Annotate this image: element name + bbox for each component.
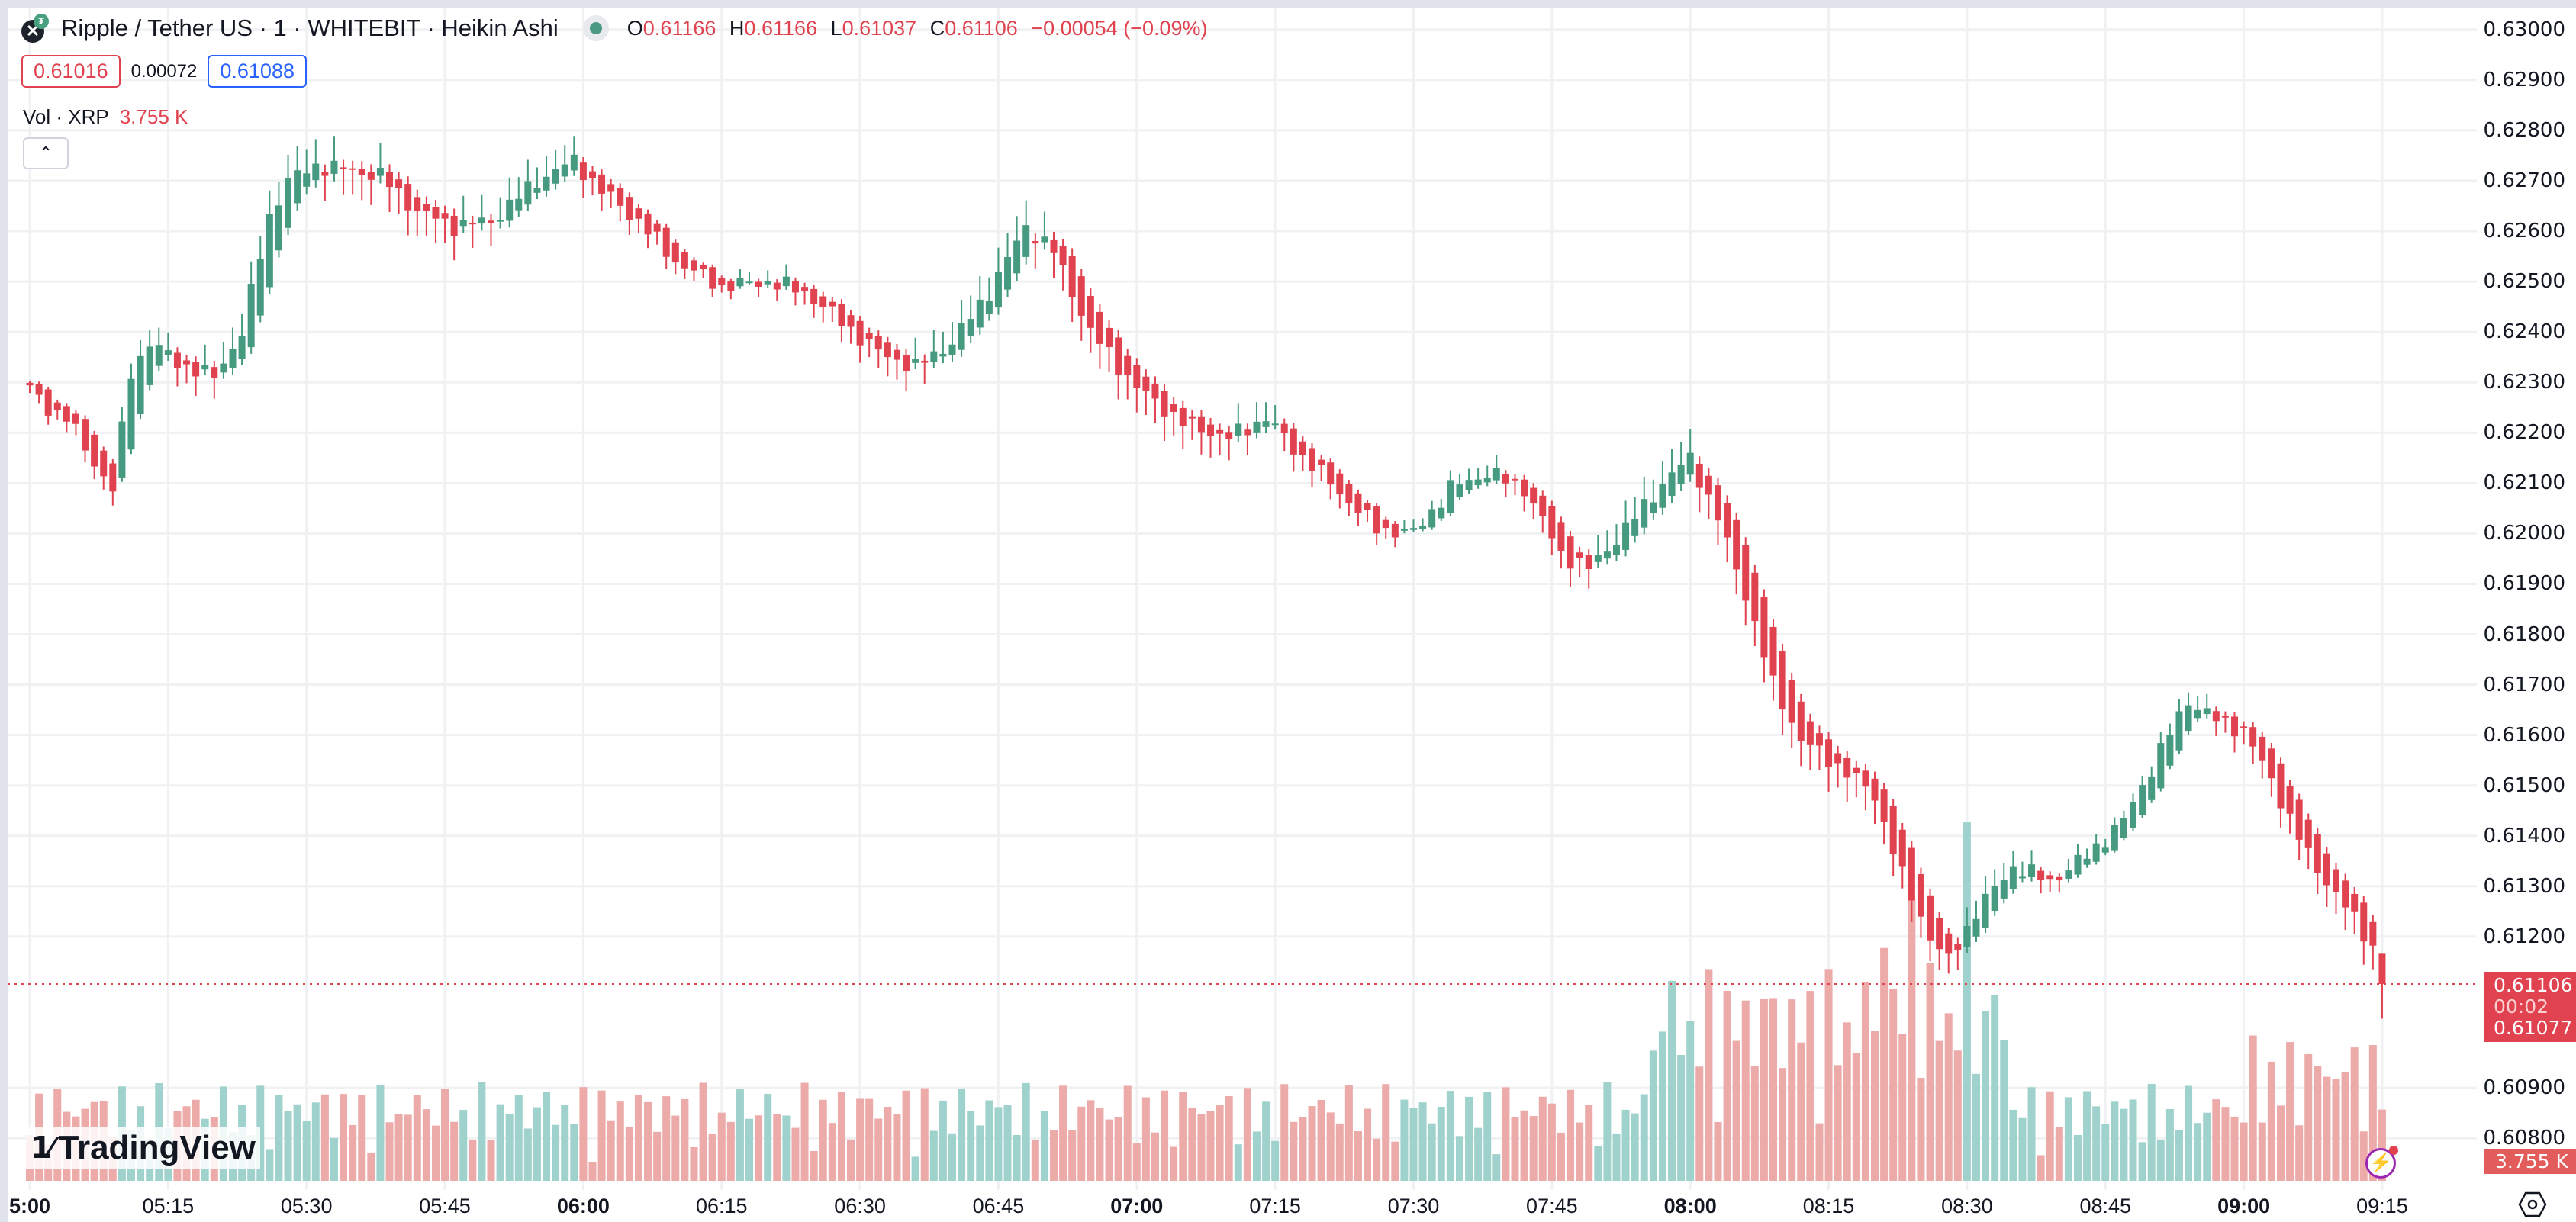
price-axis-label: 0.61600 (2483, 723, 2565, 747)
last-price-badge: 0.61106 00:02 0.61077 (2484, 971, 2576, 1042)
price-axis-label: 0.61900 (2483, 572, 2565, 596)
chart-legend: ✕ ₮ Ripple / Tether US · 1 · WHITEBIT · … (21, 14, 1216, 43)
time-axis-label: 07:30 (1387, 1195, 1440, 1217)
notification-dot (2389, 1146, 2398, 1155)
ohlc-values: O0.61166 H0.61166 L0.61037 C0.61106 −0.0… (627, 17, 1216, 40)
time-axis[interactable]: 5:00 05:15 05:30 05:45 06:00 06:15 06:30 06:45 0… (0, 1190, 2477, 1222)
window-left-border (0, 0, 8, 1222)
volume-value: 3.755 K (119, 105, 188, 128)
time-axis-label: 06:00 (556, 1195, 610, 1217)
time-axis-label: 06:45 (972, 1195, 1025, 1217)
sell-button[interactable]: 0.61016 (21, 55, 121, 88)
time-axis-label: 09:15 (2356, 1195, 2408, 1217)
settings-icon[interactable] (2518, 1191, 2547, 1217)
price-axis-label: 0.61800 (2483, 622, 2565, 646)
high-label: H (729, 16, 745, 40)
price-axis-label: 0.63000 (2483, 18, 2565, 41)
last-price: 0.61106 (2494, 973, 2573, 996)
open-label: O (626, 16, 643, 40)
tradingview-logo[interactable]: 𝟭⁄ TradingView (26, 1127, 260, 1169)
lightning-icon[interactable]: ⚡ (2365, 1146, 2398, 1179)
price-axis-label: 0.60900 (2483, 1076, 2565, 1100)
volume-label[interactable]: Vol · XRP (23, 105, 109, 128)
time-axis-label: 05:30 (280, 1195, 333, 1217)
last-price-secondary: 0.61077 (2494, 1016, 2573, 1039)
volume-legend: Vol · XRP 3.755 K (23, 105, 188, 129)
buy-button[interactable]: 0.61088 (208, 55, 307, 88)
time-axis-label: 07:45 (1526, 1195, 1578, 1217)
time-axis-label: 08:15 (1802, 1195, 1855, 1217)
price-axis-label: 0.62400 (2483, 320, 2565, 344)
time-axis-label: 09:00 (2217, 1195, 2271, 1217)
close-value: 0.61106 (945, 16, 1018, 40)
candlestick-chart[interactable] (8, 8, 2477, 1190)
symbol-icon: ✕ ₮ (21, 14, 50, 43)
chevron-up-icon: ⌃ (38, 143, 53, 162)
price-axis-label: 0.60800 (2483, 1127, 2565, 1150)
price-axis-label: 0.62600 (2483, 220, 2565, 243)
bar-countdown: 00:02 (2494, 995, 2549, 1018)
price-axis-label: 0.62100 (2483, 471, 2565, 495)
trade-buttons: 0.61016 0.00072 0.61088 (21, 55, 307, 88)
volume-badge: 3.755 K (2484, 1149, 2576, 1174)
logo-text: TradingView (58, 1129, 256, 1166)
price-axis-label: 0.62800 (2483, 118, 2565, 142)
time-axis-label: 5:00 (8, 1195, 51, 1217)
time-axis-label: 07:00 (1110, 1195, 1164, 1217)
time-axis-label: 05:45 (419, 1195, 471, 1217)
high-value: 0.61166 (744, 16, 818, 40)
change-value: −0.00054 (−0.09%) (1031, 16, 1208, 40)
time-axis-label: 06:15 (695, 1195, 748, 1217)
low-value: 0.61037 (842, 16, 917, 40)
tradingview-logo-icon: 𝟭⁄ (31, 1131, 53, 1165)
price-axis-label: 0.61500 (2483, 773, 2565, 797)
price-axis-label: 0.62000 (2483, 522, 2565, 545)
time-axis-label: 07:15 (1249, 1195, 1301, 1217)
market-status-icon (582, 15, 609, 41)
window-top-border (0, 0, 2576, 8)
low-label: L (830, 16, 842, 40)
close-label: C (929, 16, 945, 40)
price-axis-label: 0.62700 (2483, 169, 2565, 192)
symbol-title[interactable]: Ripple / Tether US · 1 · WHITEBIT · Heik… (61, 14, 559, 41)
time-axis-label: 05:15 (142, 1195, 195, 1217)
time-axis-label: 08:30 (1941, 1195, 1993, 1217)
time-axis-label: 08:45 (2079, 1195, 2132, 1217)
price-axis-label: 0.62900 (2483, 68, 2565, 92)
price-axis-label: 0.62200 (2483, 421, 2565, 445)
time-axis-label: 08:00 (1663, 1195, 1717, 1217)
price-axis-label: 0.61200 (2483, 925, 2565, 948)
spread-value: 0.00072 (130, 60, 198, 82)
price-axis[interactable]: 0.63000 0.62900 0.62800 0.62700 0.62600 0.625… (2477, 0, 2576, 1190)
collapse-legend-button[interactable]: ⌃ (23, 137, 69, 169)
price-axis-label: 0.61300 (2483, 874, 2565, 898)
open-value: 0.61166 (642, 16, 716, 40)
usdt-icon: ₮ (34, 14, 49, 29)
price-axis-label: 0.62500 (2483, 270, 2565, 294)
price-axis-label: 0.61400 (2483, 824, 2565, 847)
price-axis-label: 0.61700 (2483, 673, 2565, 696)
price-axis-label: 0.62300 (2483, 371, 2565, 394)
time-axis-label: 06:30 (834, 1195, 886, 1217)
